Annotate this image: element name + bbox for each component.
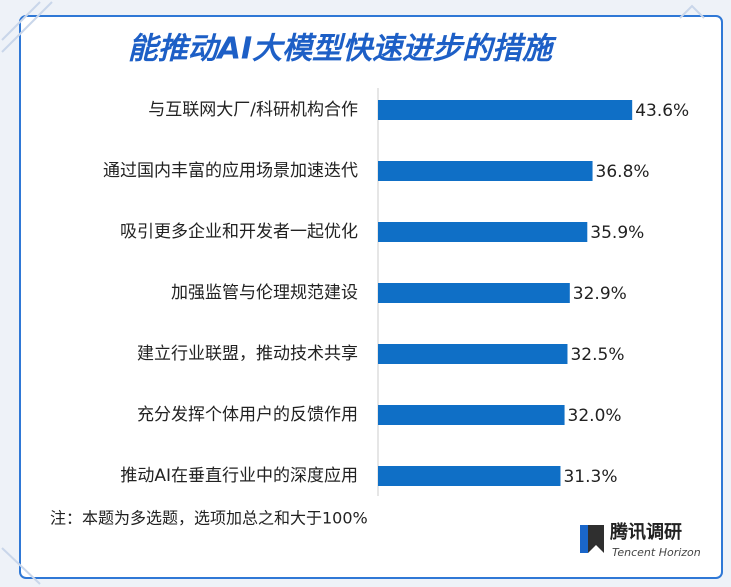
decoration [1, 547, 41, 585]
value-label: 35.9% [590, 223, 644, 243]
category-label: 加强监管与伦理规范建设 [171, 283, 358, 303]
brand-subtitle: Tencent Horizon [612, 546, 701, 559]
frame [19, 15, 723, 579]
category-label: 推动AI在垂直行业中的深度应用 [120, 466, 358, 486]
bar [378, 283, 570, 303]
value-label: 31.3% [563, 467, 617, 487]
bar [378, 344, 568, 364]
brand: 腾讯调研 [610, 521, 682, 543]
bar [378, 405, 565, 425]
value-label: 32.9% [573, 284, 627, 304]
value-label: 36.8% [596, 162, 650, 182]
category-label: 建立行业联盟，推动技术共享 [137, 344, 358, 364]
value-label: 43.6% [635, 101, 689, 121]
decoration [1, 1, 41, 41]
bar [378, 161, 593, 181]
bar [378, 100, 633, 120]
decoration [1, 1, 53, 53]
chart-title: 能推动AI大模型快速进步的措施 [128, 32, 557, 67]
category-label: 充分发挥个体用户的反馈作用 [137, 405, 358, 425]
logo-mark [588, 525, 604, 553]
logo-mark [580, 525, 588, 553]
category-label: 吸引更多企业和开发者一起优化 [120, 222, 358, 242]
category-label: 通过国内丰富的应用场景加速迭代 [103, 161, 358, 181]
value-label: 32.0% [568, 406, 622, 426]
value-label: 32.5% [570, 345, 624, 365]
bar [378, 466, 561, 486]
decoration [679, 4, 705, 19]
category-label: 与互联网大厂/科研机构合作 [148, 100, 358, 120]
bar [378, 222, 588, 242]
note: 注：本题为多选题，选项加总之和大于100% [50, 509, 368, 528]
